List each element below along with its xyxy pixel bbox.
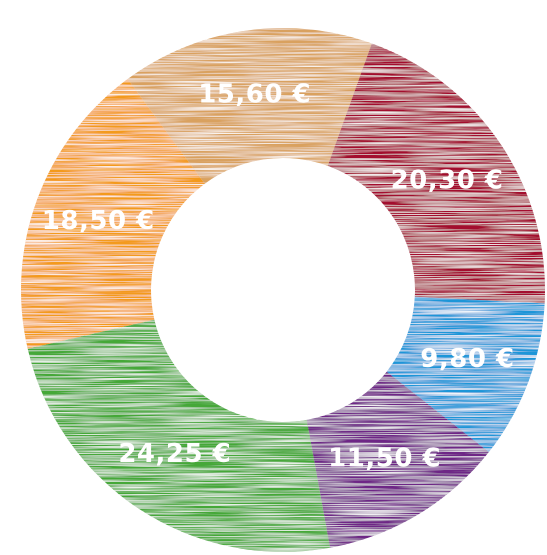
donut-slice-2 [327,43,545,304]
donut-slice-3 [386,296,545,453]
donut-slice-1 [127,27,372,184]
donut-labels: 18,50 € 15,60 € 20,30 € 9,80 € 11,50 € 24,25 … [42,80,514,474]
donut-slice-5 [27,319,331,552]
donut-slices [21,27,545,552]
donut-slice-4 [306,371,489,548]
slice-value-label-0: 18,50 € [42,206,155,236]
slice-value-label-2: 20,30 € [391,165,504,195]
slice-value-label-5: 24,25 € [118,439,231,469]
slice-value-label-4: 11,50 € [328,443,441,473]
slice-value-label-3: 9,80 € [420,344,514,374]
donut-slice-0 [21,79,205,349]
slice-value-label-1: 15,60 € [198,80,311,110]
